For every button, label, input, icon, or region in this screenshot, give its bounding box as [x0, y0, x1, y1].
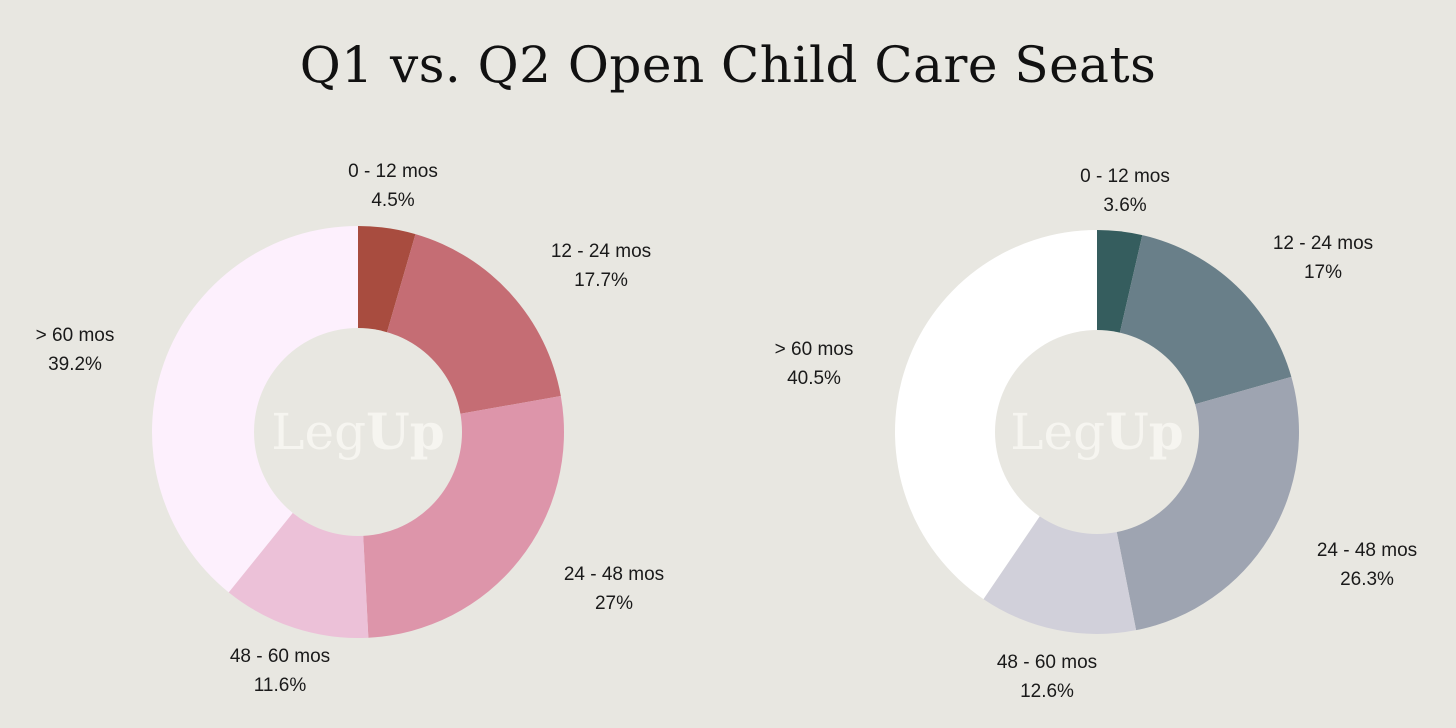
- slice-label-1-1: 0 - 12 mos 4.5%: [348, 161, 438, 211]
- slice-1-5: [152, 226, 358, 593]
- slice-label-2-3: 24 - 48 mos 26.3%: [1317, 540, 1417, 590]
- slice-percent: 4.5%: [371, 190, 414, 211]
- slice-percent: 27%: [595, 593, 633, 614]
- slice-percent: 17%: [1304, 262, 1342, 283]
- slice-label-2-4: 48 - 60 mos 12.6%: [997, 652, 1097, 702]
- slice-category: 12 - 24 mos: [1273, 233, 1373, 254]
- slice-label-1-3: 24 - 48 mos 27%: [564, 564, 664, 614]
- slice-percent: 3.6%: [1103, 195, 1146, 216]
- slice-category: > 60 mos: [36, 325, 115, 346]
- slice-percent: 26.3%: [1340, 569, 1394, 590]
- slice-percent: 40.5%: [787, 368, 841, 389]
- slice-category: 24 - 48 mos: [564, 564, 664, 585]
- slice-category: 0 - 12 mos: [1080, 166, 1170, 187]
- slice-category: > 60 mos: [775, 339, 854, 360]
- slice-label-2-5: > 60 mos 40.5%: [775, 339, 854, 389]
- slice-percent: 11.6%: [254, 675, 307, 696]
- donut-hole: [995, 330, 1199, 534]
- donut-hole: [254, 328, 462, 536]
- slice-category: 0 - 12 mos: [348, 161, 438, 182]
- slice-category: 24 - 48 mos: [1317, 540, 1417, 561]
- slice-label-2-2: 12 - 24 mos 17%: [1273, 233, 1373, 283]
- slice-2-5: [895, 230, 1097, 600]
- slice-label-1-2: 12 - 24 mos 17.7%: [551, 241, 651, 291]
- slice-label-1-4: 48 - 60 mos 11.6%: [230, 646, 330, 696]
- donut-chart-2: LegUp 0 - 12 mos 3.6% 12 - 24 mos 17% 24 - 48…: [775, 166, 1418, 702]
- slice-category: 48 - 60 mos: [997, 652, 1097, 673]
- legup-logo: LegUp: [271, 402, 444, 461]
- slice-label-2-1: 0 - 12 mos 3.6%: [1080, 166, 1170, 216]
- slice-percent: 39.2%: [48, 354, 102, 375]
- chart-title: Q1 vs. Q2 Open Child Care Seats: [299, 36, 1157, 94]
- slice-percent: 17.7%: [574, 270, 628, 291]
- donut-chart-1: LegUp 0 - 12 mos 4.5% 12 - 24 mos 17.7% 24 - …: [36, 161, 665, 696]
- slice-category: 12 - 24 mos: [551, 241, 651, 262]
- slice-category: 48 - 60 mos: [230, 646, 330, 667]
- slice-label-1-5: > 60 mos 39.2%: [36, 325, 115, 375]
- legup-logo: LegUp: [1010, 402, 1183, 461]
- slice-percent: 12.6%: [1020, 681, 1074, 702]
